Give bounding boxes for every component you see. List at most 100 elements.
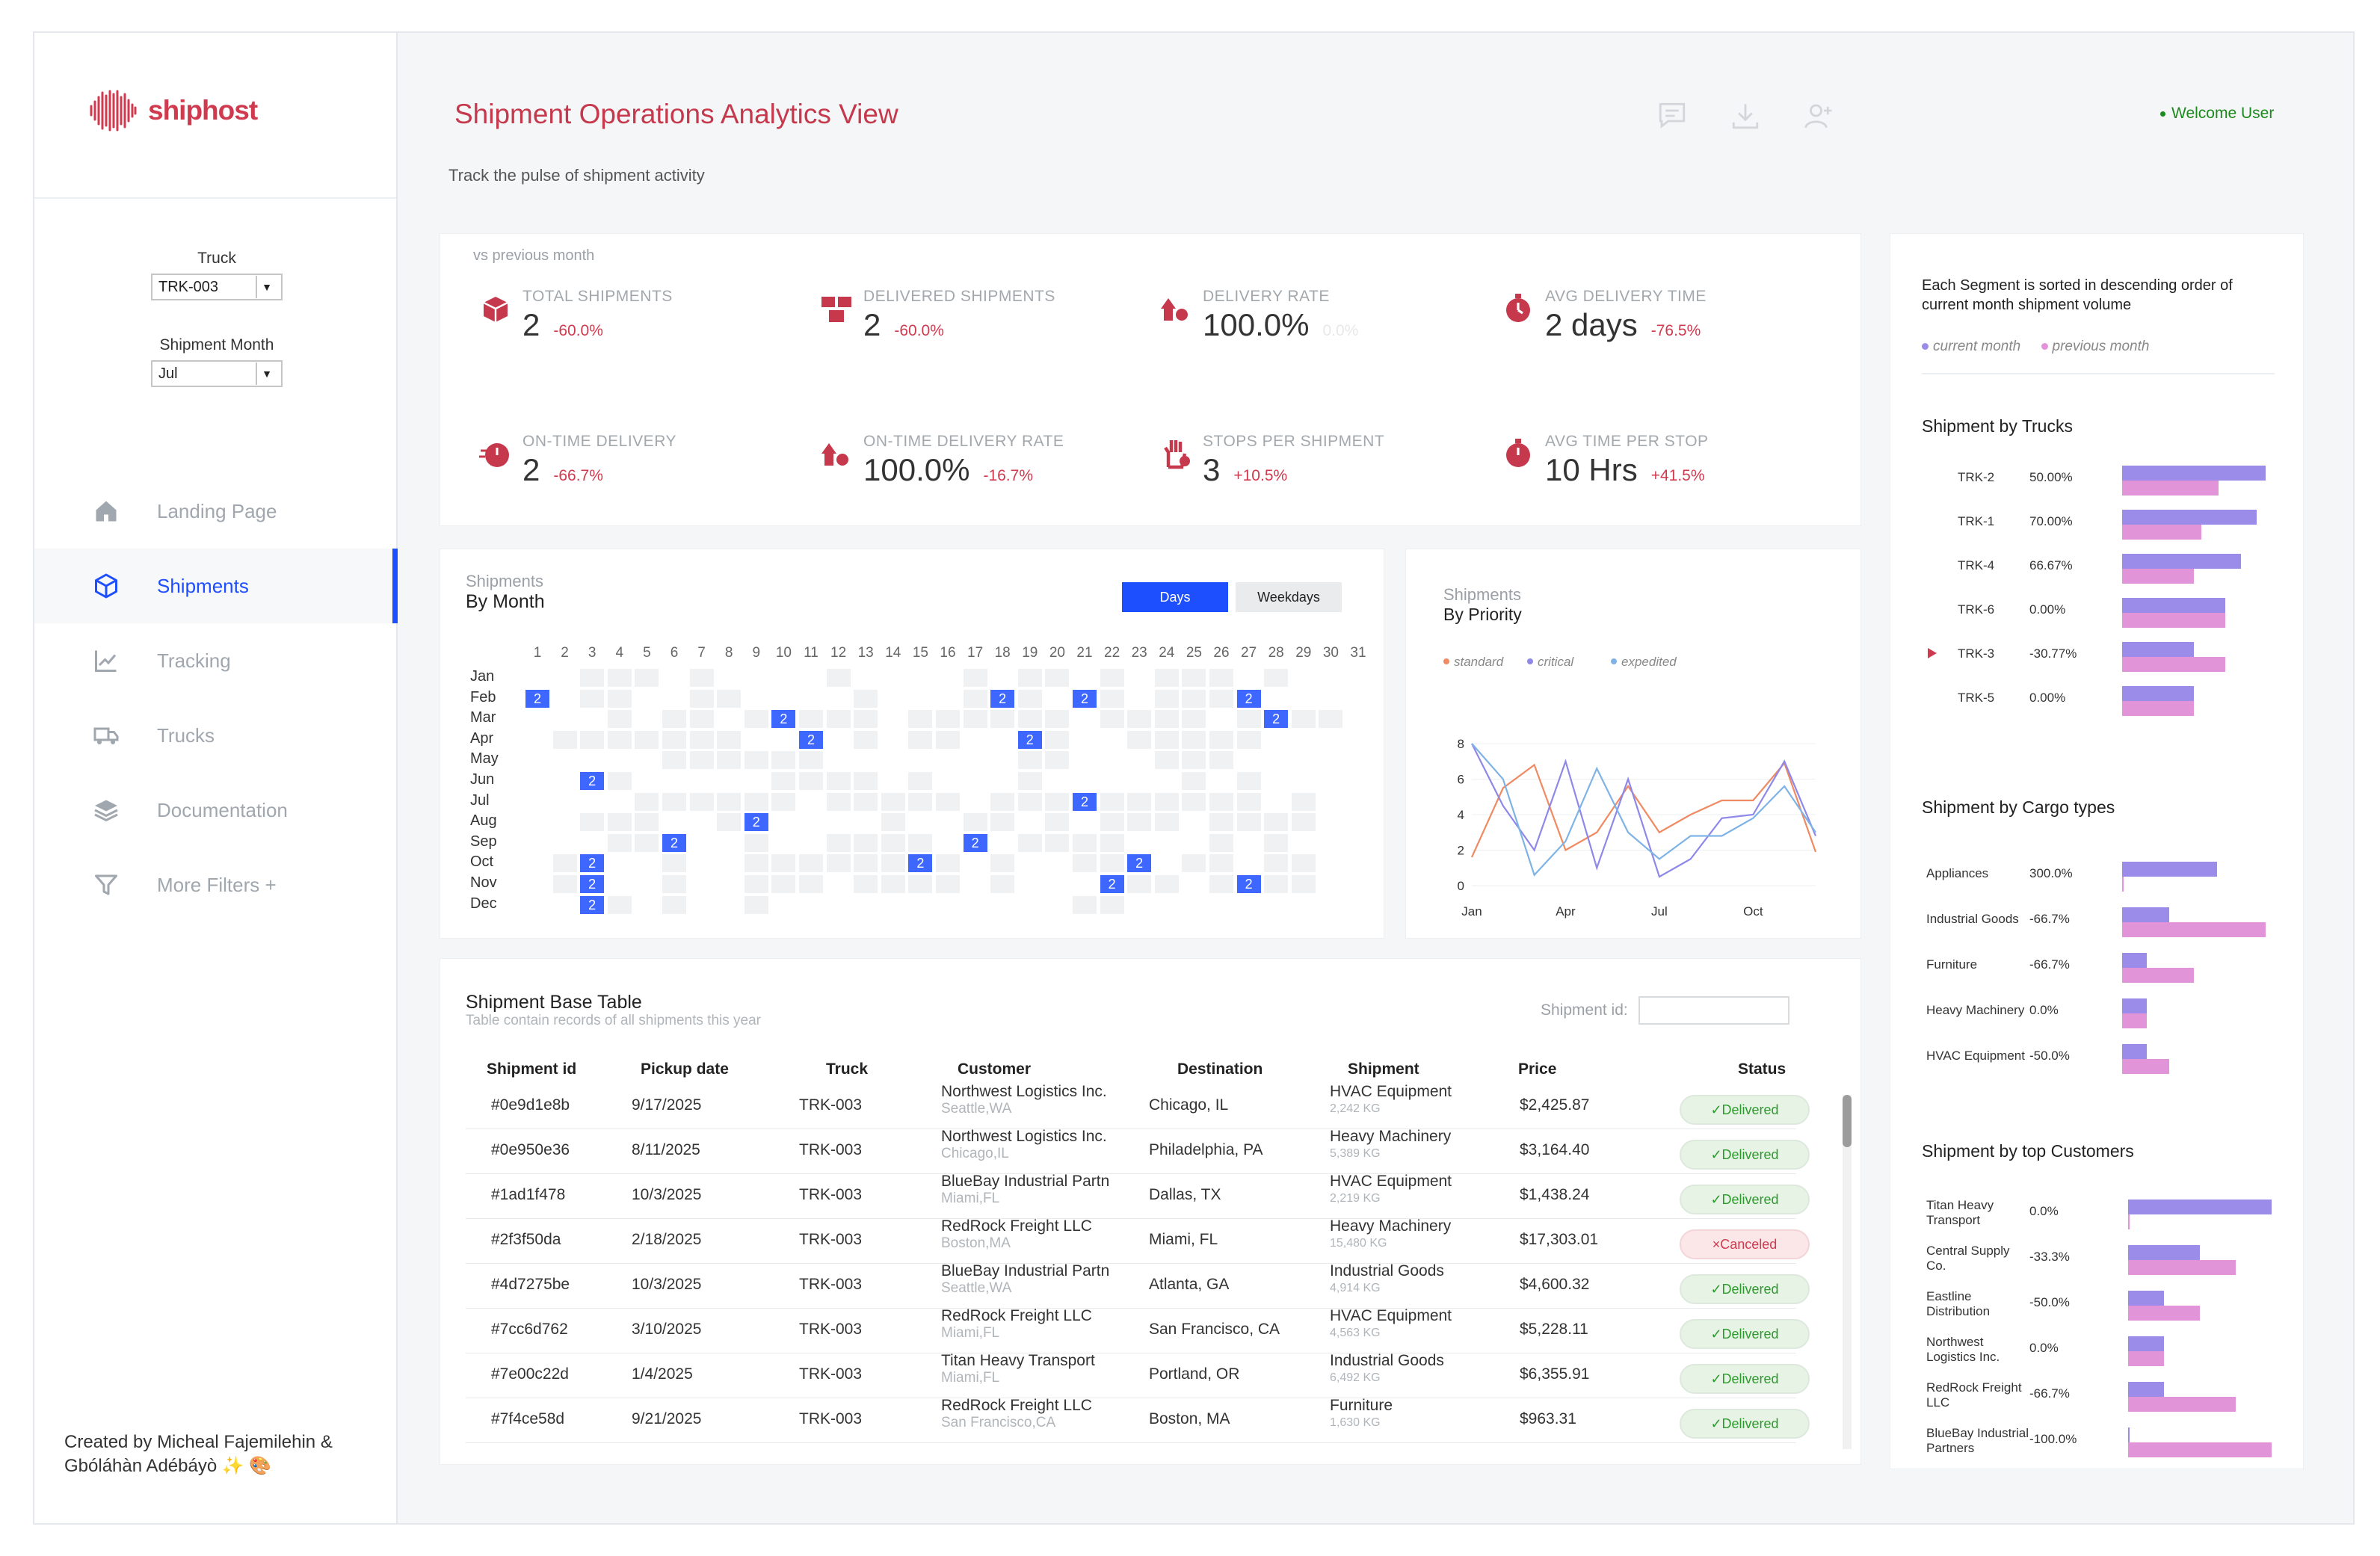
bar-current-month[interactable]: [2122, 953, 2147, 968]
calendar-cell[interactable]: [854, 833, 878, 852]
calendar-cell[interactable]: [854, 792, 878, 811]
calendar-cell[interactable]: [635, 730, 659, 749]
calendar-cell[interactable]: [580, 730, 605, 749]
calendar-cell[interactable]: [1209, 792, 1233, 811]
calendar-cell[interactable]: [1100, 669, 1124, 687]
calendar-cell[interactable]: [1154, 875, 1179, 893]
calendar-cell[interactable]: [826, 772, 851, 790]
calendar-cell[interactable]: [744, 833, 768, 852]
calendar-cell-marked[interactable]: 2: [1073, 689, 1097, 708]
calendar-cell[interactable]: [1100, 833, 1124, 852]
calendar-cell[interactable]: [662, 751, 686, 770]
calendar-cell[interactable]: [662, 710, 686, 729]
calendar-cell[interactable]: [689, 792, 714, 811]
calendar-cell-marked[interactable]: 2: [990, 689, 1015, 708]
calendar-cell[interactable]: [936, 854, 960, 873]
calendar-cell[interactable]: [1154, 792, 1179, 811]
calendar-cell[interactable]: [908, 710, 933, 729]
calendar-cell[interactable]: [1154, 751, 1179, 770]
nav-shipments[interactable]: Shipments: [34, 549, 398, 623]
calendar-cell[interactable]: [662, 875, 686, 893]
calendar-cell[interactable]: [1209, 875, 1233, 893]
calendar-cell[interactable]: [1264, 875, 1289, 893]
calendar-cell[interactable]: [1100, 895, 1124, 914]
calendar-cell[interactable]: [1291, 710, 1316, 729]
calendar-cell[interactable]: [689, 710, 714, 729]
download-icon[interactable]: [1730, 100, 1761, 132]
comment-icon[interactable]: [1656, 100, 1688, 132]
add-user-icon[interactable]: [1803, 100, 1834, 132]
calendar-cell[interactable]: [936, 875, 960, 893]
calendar-cell[interactable]: [1045, 730, 1070, 749]
calendar-cell[interactable]: [1236, 772, 1261, 790]
bar-previous-month[interactable]: [2128, 1351, 2164, 1366]
calendar-cell[interactable]: [854, 710, 878, 729]
bar-current-month[interactable]: [2122, 907, 2170, 922]
calendar-cell[interactable]: [607, 710, 632, 729]
calendar-cell[interactable]: [689, 730, 714, 749]
bar-previous-month[interactable]: [2128, 1214, 2130, 1229]
calendar-cell[interactable]: [635, 792, 659, 811]
bar-previous-month[interactable]: [2122, 701, 2194, 716]
calendar-cell[interactable]: [717, 730, 742, 749]
bar-current-month[interactable]: [2122, 510, 2257, 525]
bar-previous-month[interactable]: [2128, 1260, 2236, 1275]
month-select[interactable]: Jul ▼: [151, 360, 283, 387]
bar-previous-month[interactable]: [2122, 922, 2266, 937]
calendar-cell[interactable]: [1127, 792, 1152, 811]
calendar-cell[interactable]: [1182, 854, 1206, 873]
calendar-cell[interactable]: [607, 833, 632, 852]
calendar-cell[interactable]: [1264, 813, 1289, 832]
bar-current-month[interactable]: [2128, 1427, 2130, 1442]
calendar-cell[interactable]: [662, 854, 686, 873]
bar-previous-month[interactable]: [2122, 657, 2226, 672]
calendar-cell[interactable]: [908, 875, 933, 893]
calendar-cell[interactable]: [1209, 751, 1233, 770]
calendar-cell[interactable]: [854, 730, 878, 749]
calendar-cell[interactable]: [881, 854, 905, 873]
calendar-cell[interactable]: [1073, 833, 1097, 852]
calendar-cell[interactable]: [826, 792, 851, 811]
calendar-cell[interactable]: [1017, 669, 1042, 687]
calendar-cell[interactable]: [799, 875, 823, 893]
calendar-cell[interactable]: [717, 813, 742, 832]
bar-current-month[interactable]: [2122, 862, 2217, 877]
calendar-cell[interactable]: [1045, 751, 1070, 770]
calendar-cell[interactable]: [635, 669, 659, 687]
calendar-cell-marked[interactable]: 2: [1264, 710, 1289, 729]
calendar-cell[interactable]: [744, 710, 768, 729]
calendar-cell[interactable]: [744, 751, 768, 770]
column-header[interactable]: Destination: [1177, 1061, 1263, 1078]
calendar-cell[interactable]: [1291, 813, 1316, 832]
bar-previous-month[interactable]: [2128, 1397, 2236, 1412]
calendar-cell[interactable]: [552, 730, 577, 749]
calendar-cell[interactable]: [1017, 710, 1042, 729]
calendar-cell[interactable]: [963, 689, 987, 708]
calendar-cell[interactable]: [607, 669, 632, 687]
calendar-cell[interactable]: [1127, 710, 1152, 729]
calendar-cell[interactable]: [607, 730, 632, 749]
calendar-cell[interactable]: [1017, 751, 1042, 770]
toggle-weekdays[interactable]: Weekdays: [1236, 582, 1342, 612]
calendar-cell[interactable]: [908, 772, 933, 790]
calendar-cell[interactable]: [689, 689, 714, 708]
calendar-cell[interactable]: [771, 792, 796, 811]
calendar-cell[interactable]: [1182, 710, 1206, 729]
calendar-cell[interactable]: [826, 833, 851, 852]
bar-current-month[interactable]: [2128, 1382, 2164, 1397]
calendar-cell[interactable]: [1154, 710, 1179, 729]
calendar-cell[interactable]: [1127, 730, 1152, 749]
calendar-cell[interactable]: [1209, 833, 1233, 852]
bar-current-month[interactable]: [2128, 1245, 2200, 1260]
calendar-cell[interactable]: [854, 854, 878, 873]
calendar-cell[interactable]: [881, 813, 905, 832]
bar-previous-month[interactable]: [2122, 968, 2194, 983]
bar-previous-month[interactable]: [2122, 1013, 2147, 1028]
calendar-cell[interactable]: [799, 772, 823, 790]
calendar-cell[interactable]: [1182, 689, 1206, 708]
calendar-cell[interactable]: [1127, 813, 1152, 832]
calendar-cell[interactable]: [1182, 772, 1206, 790]
calendar-cell[interactable]: [854, 772, 878, 790]
calendar-cell[interactable]: [662, 792, 686, 811]
calendar-cell-marked[interactable]: 2: [580, 772, 605, 790]
